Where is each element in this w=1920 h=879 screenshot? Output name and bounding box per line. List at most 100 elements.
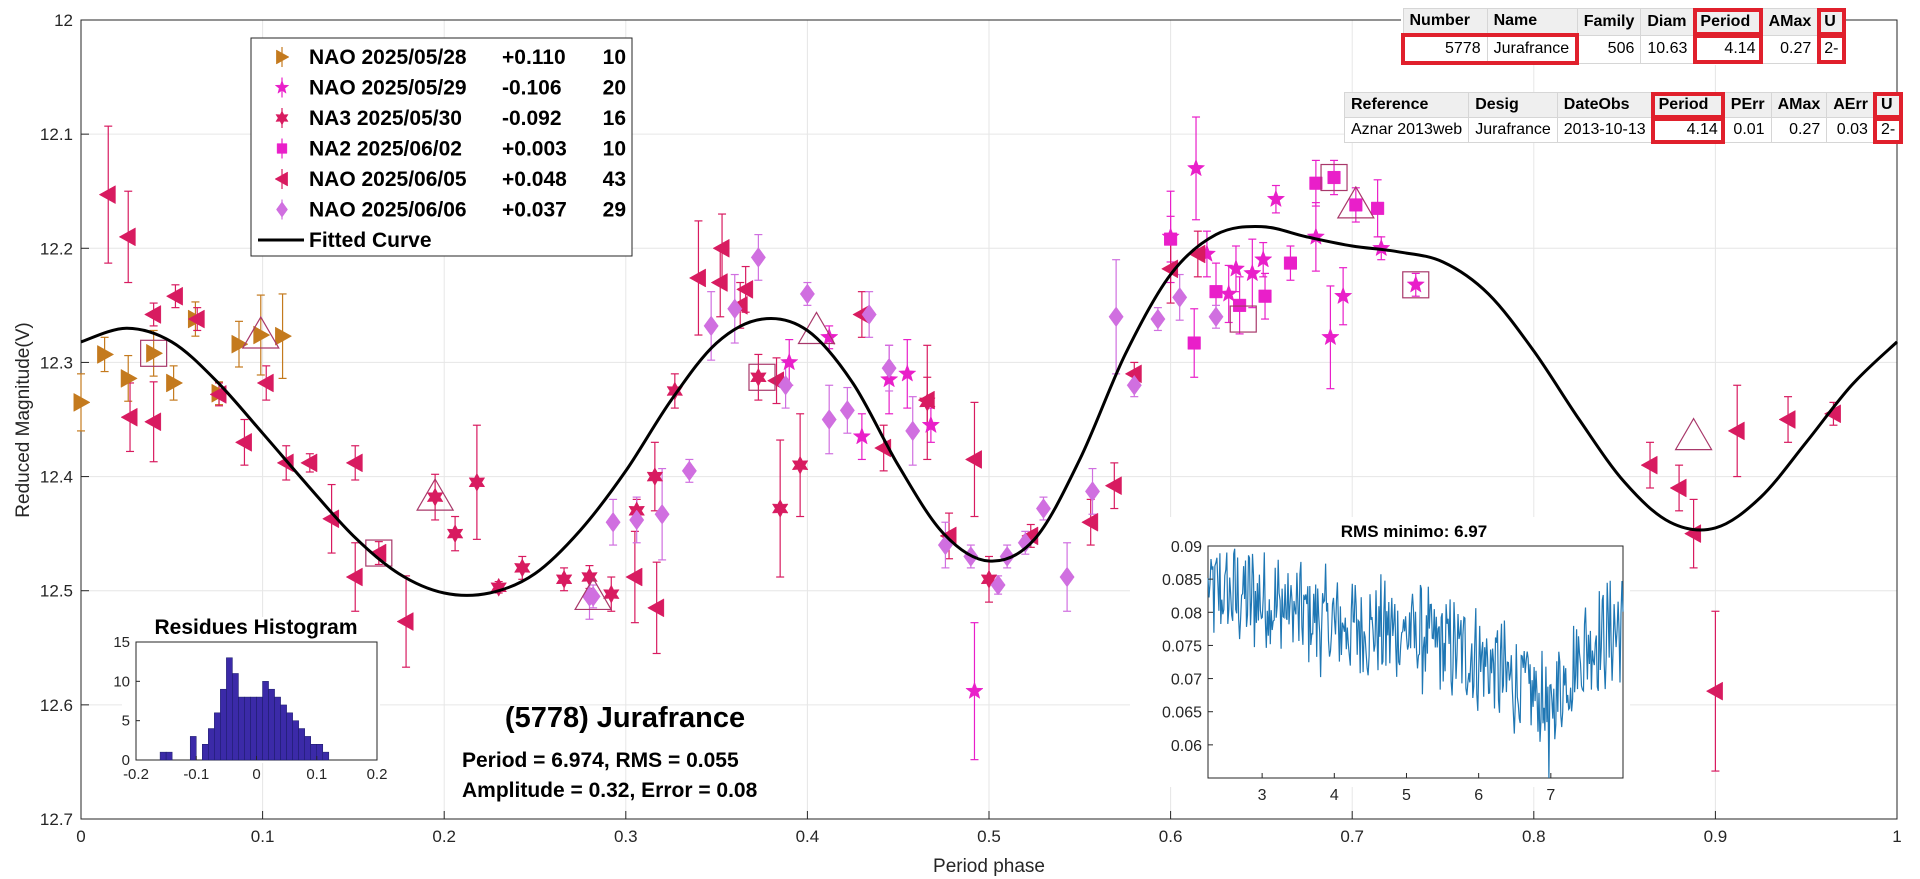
reference-table: Reference Desig DateObs Period PErr AMax…: [1343, 91, 1903, 144]
data-point: [396, 612, 414, 631]
data-point: [98, 185, 116, 205]
ref-cell-aerr: 0.03: [1826, 117, 1875, 143]
data-point: [771, 498, 789, 519]
lcdb-cell-u: 2-: [1816, 34, 1846, 64]
data-point: [120, 368, 138, 388]
legend-session: NA3 2025/05/30: [309, 107, 462, 130]
legend-fit-label: Fitted Curve: [309, 229, 432, 252]
ref-cell-perr: 0.01: [1723, 117, 1772, 143]
legend-marker: [275, 110, 289, 126]
data-point: [1187, 336, 1201, 350]
ref-header-desig: Desig: [1468, 92, 1558, 118]
data-point: [646, 467, 664, 487]
data-point: [276, 453, 294, 473]
data-point: [750, 367, 767, 387]
legend-session: NAO 2025/06/06: [309, 199, 467, 222]
data-point: [710, 273, 728, 292]
data-point: [555, 569, 573, 589]
legend-marker: [276, 201, 288, 218]
histogram-x-label: -0.2: [123, 766, 149, 783]
lcdb-header-amax: AMax: [1761, 8, 1819, 36]
data-point: [256, 373, 274, 393]
x-tick-label: 0.6: [1159, 827, 1183, 846]
data-point: [1035, 498, 1051, 519]
legend-count: 16: [603, 107, 626, 130]
data-point: [1406, 275, 1425, 293]
x-tick-label: 0.8: [1522, 827, 1546, 846]
x-axis-ticks: 0 0.1 0.2 0.3 0.4 0.5 0.6 0.7 0.8 0.9 1: [76, 811, 1902, 846]
ref-cell-u: 2-: [1873, 116, 1903, 144]
data-point: [345, 567, 363, 587]
y-tick-label: 12.5: [40, 582, 73, 601]
legend-box: [250, 37, 633, 257]
rms-y-label: 0.065: [1162, 705, 1202, 722]
legend-offset: -0.106: [502, 77, 562, 100]
ref-header-aerr: AErr: [1826, 92, 1875, 118]
amplitude-error-text: Amplitude = 0.32, Error = 0.08: [462, 779, 758, 802]
data-point: [187, 309, 205, 329]
y-tick-label: 12.4: [40, 468, 73, 487]
data-point: [1164, 232, 1178, 246]
legend-offset: -0.092: [502, 107, 562, 130]
data-point: [120, 407, 138, 427]
rms-y-label: 0.075: [1162, 638, 1202, 655]
highlight-triangle: [241, 315, 280, 349]
data-point: [1283, 256, 1298, 270]
data-point: [144, 412, 162, 432]
histogram-bar: [280, 704, 287, 761]
x-tick-label: 0.7: [1340, 827, 1364, 846]
data-point: [861, 304, 877, 325]
legend-offset: +0.037: [502, 199, 567, 222]
rms-y-label: 0.08: [1171, 605, 1202, 622]
legend-marker: [276, 49, 290, 65]
legend-session: NAO 2025/06/05: [309, 168, 467, 191]
data-point: [1371, 201, 1385, 215]
data-point: [1085, 481, 1101, 502]
histogram-bar: [286, 712, 293, 761]
histogram-bar: [316, 744, 324, 761]
data-point: [1209, 285, 1223, 299]
data-point: [144, 305, 162, 324]
data-point: [1727, 421, 1745, 441]
rms-frame: [1207, 545, 1624, 779]
data-point: [581, 567, 598, 587]
x-tick-label: 0.5: [977, 827, 1001, 846]
lcdb-cell-amax: 0.27: [1761, 34, 1819, 64]
data-point: [1254, 249, 1273, 268]
lcdb-header-family: Family: [1576, 8, 1642, 36]
data-point: [1226, 259, 1246, 277]
rms-y-label: 0.07: [1171, 672, 1202, 689]
lcdb-table: Number Name Family Diam Period AMax U 57…: [1400, 7, 1846, 65]
histogram-x-label: -0.1: [183, 766, 209, 783]
data-point: [603, 584, 620, 604]
histogram-x-label: 0.1: [306, 766, 327, 783]
histogram-bar: [208, 728, 215, 761]
data-point: [736, 279, 754, 299]
y-axis-label: Reduced Magnitude(V): [13, 322, 34, 517]
x-tick-label: 1: [1892, 827, 1901, 846]
data-point: [468, 472, 486, 492]
data-point: [1333, 286, 1353, 305]
lcdb-header-u: U: [1816, 7, 1846, 36]
data-point: [852, 426, 872, 445]
legend: NAO 2025/05/28 +0.110 10 NAO 2025/05/29 -0.1…: [250, 37, 633, 257]
data-point: [345, 453, 363, 473]
y-tick-label: 12: [54, 11, 73, 30]
data-point: [490, 577, 507, 597]
highlight-triangle: [574, 577, 613, 611]
x-tick-label: 0.1: [251, 827, 275, 846]
highlight-square: [365, 539, 393, 567]
data-point: [1188, 244, 1206, 264]
x-tick-label: 0.3: [614, 827, 638, 846]
data-point: [300, 453, 318, 473]
ref-header-amax: AMax: [1770, 92, 1828, 118]
data-point: [778, 374, 794, 396]
histogram-y-label: 0: [122, 752, 130, 769]
data-point: [905, 420, 921, 442]
legend-marker: [274, 79, 290, 94]
data-point: [253, 325, 271, 345]
ref-cell-amax: 0.27: [1770, 117, 1828, 143]
histogram-y-label: 15: [113, 634, 130, 651]
data-point: [1640, 455, 1658, 475]
highlight-square: [1402, 271, 1430, 299]
